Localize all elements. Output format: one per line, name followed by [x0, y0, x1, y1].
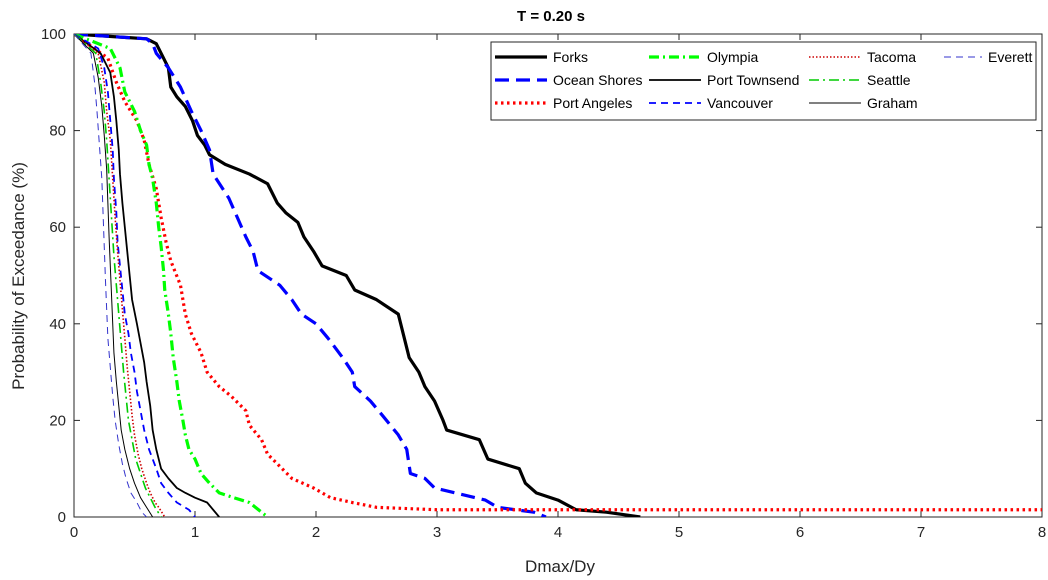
chart-title: T = 0.20 s — [517, 8, 585, 25]
y-tick-label: 80 — [49, 123, 66, 140]
x-tick-label: 2 — [312, 524, 320, 541]
x-tick-label: 8 — [1038, 524, 1046, 541]
x-tick-label: 4 — [554, 524, 562, 541]
legend-box — [490, 41, 1037, 121]
x-tick-label: 3 — [433, 524, 441, 541]
x-tick-label: 1 — [191, 524, 199, 541]
x-axis-label: Dmax/Dy — [525, 557, 595, 576]
x-tick-label: 5 — [675, 524, 683, 541]
series-lines — [74, 34, 1042, 517]
legend: Forks Ocean Shores Port Angeles Olympia Port… — [490, 41, 1037, 121]
y-tick-label: 60 — [49, 219, 66, 236]
legend-entry-label: Vancouver — [707, 95, 773, 111]
series-line-ocean-shores — [74, 34, 547, 517]
y-tick-label: 20 — [49, 412, 66, 429]
legend-entry-label: Olympia — [707, 49, 759, 65]
series-line-olympia — [74, 34, 269, 517]
legend-entry-label: Seattle — [867, 72, 911, 88]
legend-entry-label: Port Townsend — [707, 72, 799, 88]
x-tick-label: 0 — [70, 524, 78, 541]
x-tick-label: 6 — [796, 524, 804, 541]
y-tick-label: 40 — [49, 316, 66, 333]
series-line-seattle — [74, 34, 162, 517]
legend-entry-label: Port Angeles — [553, 95, 632, 111]
y-axis-label: Probability of Exceedance (%) — [9, 162, 28, 390]
series-line-graham — [74, 34, 154, 517]
y-tick-label: 0 — [58, 509, 66, 526]
series-line-tacoma — [74, 34, 166, 517]
legend-entry-label: Ocean Shores — [553, 72, 643, 88]
series-line-vancouver — [74, 34, 196, 517]
legend-entry-label: Graham — [867, 95, 918, 111]
legend-entry-label: Tacoma — [867, 49, 916, 65]
x-tick-label: 7 — [917, 524, 925, 541]
legend-entry-label: Everett — [988, 49, 1032, 65]
series-line-port-townsend — [74, 34, 220, 517]
series-line-forks — [74, 34, 641, 517]
y-tick-label: 100 — [41, 26, 66, 43]
series-line-everett — [74, 34, 147, 517]
legend-entry-label: Forks — [553, 49, 588, 65]
